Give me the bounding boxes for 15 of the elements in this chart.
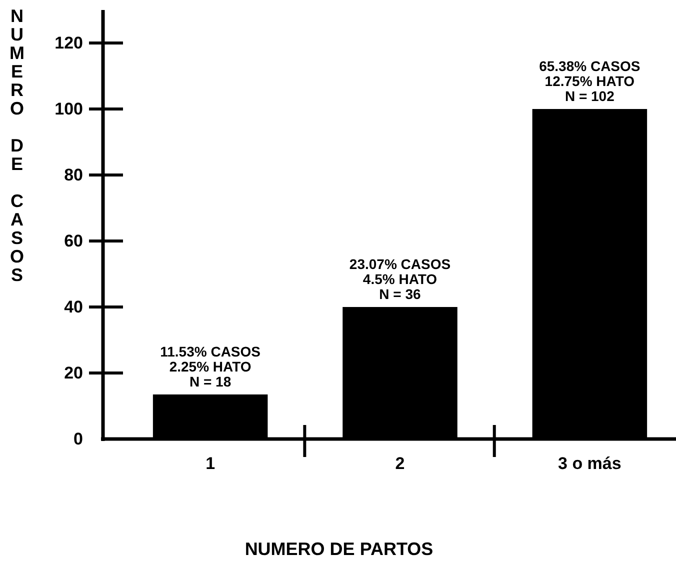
x-tick-label: 2 (395, 454, 405, 473)
y-tick-label: 40 (64, 297, 83, 316)
y-tick-label: 100 (54, 99, 83, 118)
y-tick-label: 60 (64, 231, 83, 250)
y-tick-label: 20 (64, 363, 83, 382)
x-tick-label: 3 o más (558, 454, 622, 473)
annotation: 65.38% CASOS 12.75% HATO N = 102 (539, 58, 640, 104)
annotation: 23.07% CASOS 4.5% HATO N = 36 (349, 256, 451, 302)
x-tick-label: 1 (206, 454, 216, 473)
x-axis-title: NUMERO DE PARTOS (244, 539, 434, 559)
y-tick-label: 0 (74, 429, 83, 448)
text: NUMERO DE CASOS (10, 6, 24, 285)
annotation: 11.53% CASOS 2.25% HATO N = 18 (160, 343, 261, 390)
y-tick-label: 120 (54, 33, 83, 52)
y-tick-label: 80 (64, 165, 83, 184)
